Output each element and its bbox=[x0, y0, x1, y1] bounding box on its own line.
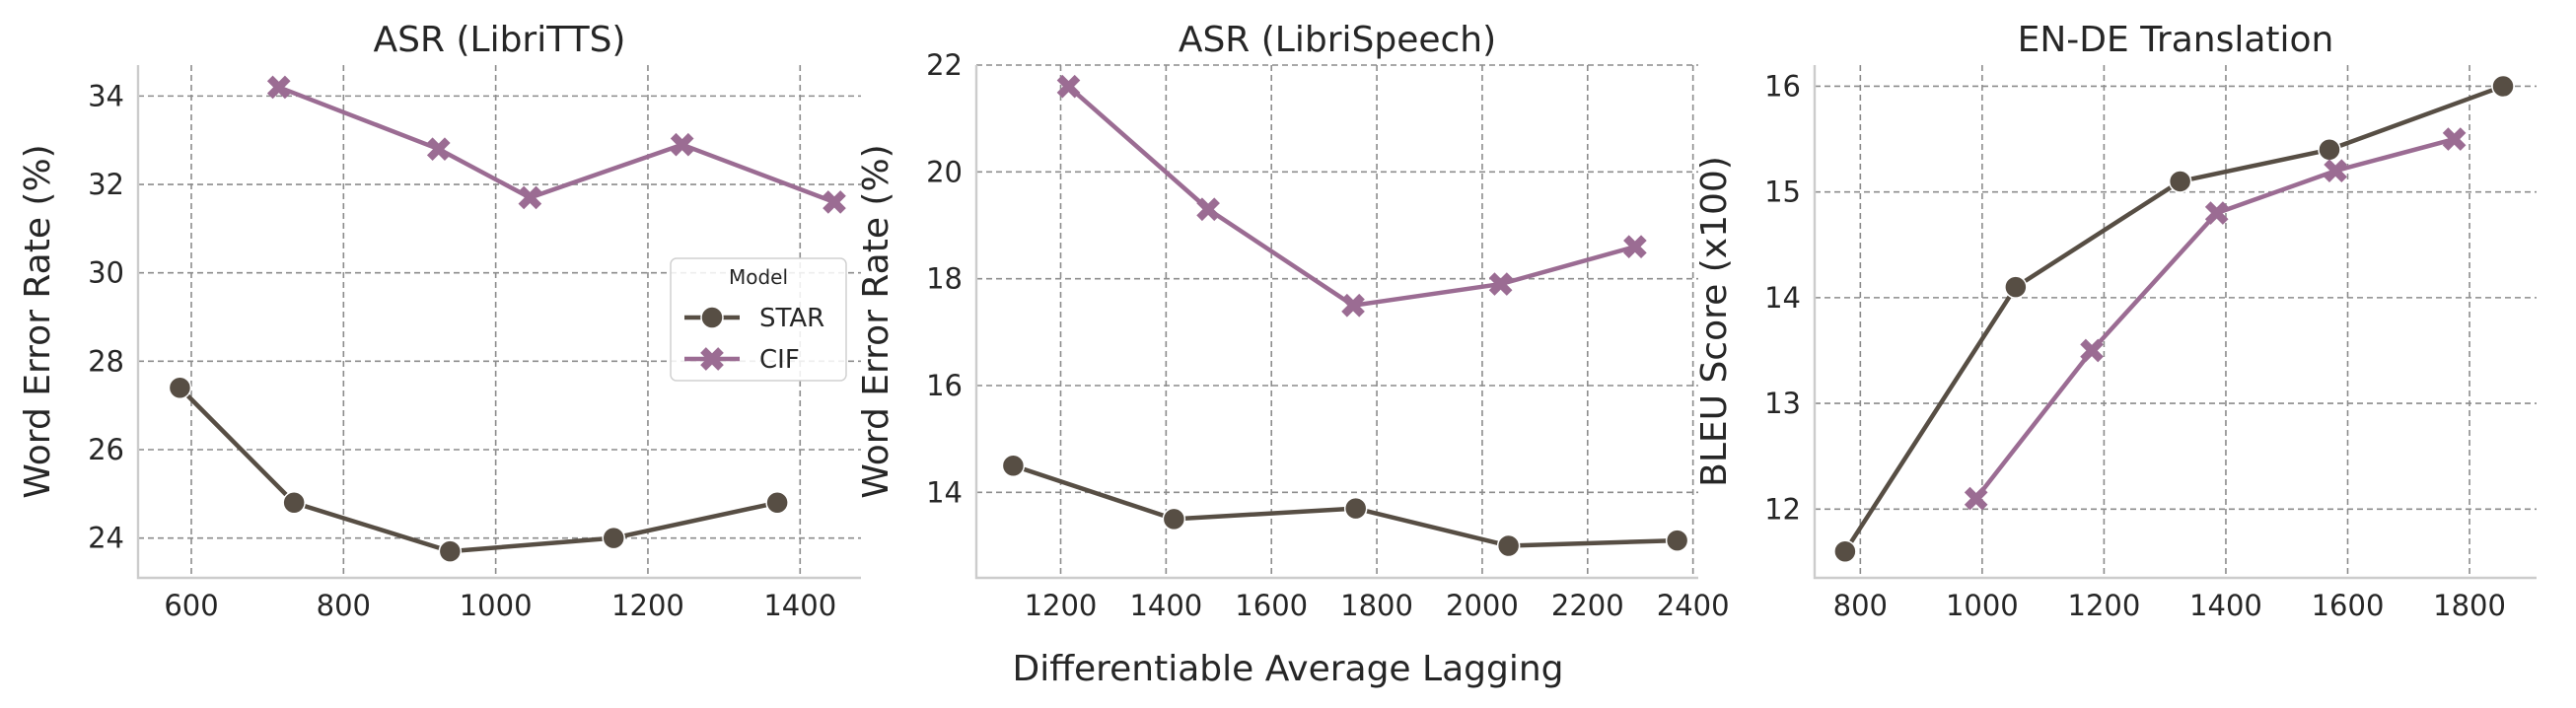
y-tick-label: 32 bbox=[88, 168, 124, 201]
data-point bbox=[1665, 529, 1689, 552]
y-tick-label: 18 bbox=[926, 262, 963, 296]
data-point bbox=[670, 132, 694, 157]
y-axis-label: Word Error Rate (%) bbox=[856, 144, 896, 498]
y-tick-label: 12 bbox=[1764, 492, 1801, 526]
x-tick-label: 1600 bbox=[2312, 589, 2385, 622]
chart-title: ASR (LibriTTS) bbox=[374, 20, 626, 60]
series-cif bbox=[266, 75, 846, 214]
axis-spine bbox=[974, 65, 1698, 580]
x-tick-label: 1800 bbox=[1340, 589, 1413, 622]
y-tick-label: 14 bbox=[1764, 281, 1801, 315]
legend: Model STAR CIF bbox=[670, 257, 847, 382]
data-point bbox=[1488, 272, 1513, 296]
data-point bbox=[1056, 74, 1081, 99]
chart-title: EN-DE Translation bbox=[2018, 20, 2334, 60]
data-point bbox=[765, 491, 789, 515]
data-point bbox=[2491, 74, 2515, 99]
y-tick-label: 22 bbox=[926, 48, 963, 82]
data-point bbox=[1341, 293, 1365, 318]
y-tick-label: 13 bbox=[1764, 387, 1801, 420]
data-point bbox=[1833, 539, 1857, 563]
y-tick-label: 28 bbox=[88, 344, 124, 378]
y-tick-label: 20 bbox=[926, 155, 963, 188]
y-tick-label: 34 bbox=[88, 79, 124, 112]
data-point bbox=[602, 526, 625, 550]
axis-spine bbox=[136, 65, 861, 580]
series-star bbox=[1001, 454, 1689, 558]
data-point bbox=[2080, 338, 2104, 363]
data-point bbox=[1623, 235, 1647, 258]
y-tick-label: 24 bbox=[88, 522, 124, 555]
series-star bbox=[168, 376, 789, 563]
x-tick-label: 600 bbox=[164, 589, 218, 622]
y-tick-label: 16 bbox=[926, 369, 963, 402]
x-tick-label: 2200 bbox=[1551, 589, 1624, 622]
x-tick-label: 1200 bbox=[2068, 589, 2141, 622]
y-axis-label: Word Error Rate (%) bbox=[18, 144, 58, 498]
data-point bbox=[1964, 486, 1988, 511]
data-point bbox=[282, 491, 306, 515]
series-line bbox=[1973, 136, 2456, 500]
data-point bbox=[1196, 197, 1220, 222]
y-tick-label: 30 bbox=[88, 256, 124, 290]
y-tick-label: 16 bbox=[1764, 69, 1801, 103]
series-line bbox=[178, 386, 778, 554]
x-tick-label: 800 bbox=[1833, 589, 1888, 622]
data-point bbox=[823, 190, 846, 214]
x-tick-label: 1400 bbox=[1129, 589, 1202, 622]
x-tick-label: 1000 bbox=[460, 589, 533, 622]
data-point bbox=[2318, 138, 2341, 162]
legend-label-star: STAR bbox=[759, 304, 824, 333]
chart-panel-3: 800 1000 1200 1400 1600 1800 12 13 14 15 16 EN-DE T… bbox=[1694, 20, 2537, 622]
chart-title: ASR (LibriSpeech) bbox=[1179, 20, 1496, 60]
legend-marker bbox=[700, 306, 724, 329]
x-tick-label: 2400 bbox=[1657, 589, 1730, 622]
data-point bbox=[518, 185, 542, 210]
x-tick-label: 2000 bbox=[1446, 589, 1519, 622]
data-point bbox=[1343, 496, 1368, 521]
chart-panels: 600 800 1000 1200 1400 24 26 28 30 32 34 ASR (Libri… bbox=[18, 20, 2537, 622]
legend-box bbox=[670, 257, 847, 382]
data-point bbox=[1162, 507, 1186, 531]
axis-spine bbox=[1813, 65, 2537, 580]
x-tick-label: 1400 bbox=[2189, 589, 2262, 622]
data-point bbox=[426, 137, 451, 162]
data-point bbox=[168, 376, 192, 399]
data-point bbox=[438, 539, 463, 563]
data-point bbox=[1001, 454, 1026, 477]
x-tick-label: 1600 bbox=[1235, 589, 1308, 622]
data-point bbox=[1496, 533, 1521, 558]
x-tick-label: 1800 bbox=[2433, 589, 2506, 622]
x-tick-label: 1200 bbox=[1025, 589, 1098, 622]
y-axis-label: BLEU Score (x100) bbox=[1694, 156, 1735, 487]
series-line bbox=[1067, 84, 1636, 308]
y-tick-label: 14 bbox=[926, 475, 963, 509]
series-line bbox=[1842, 84, 2504, 553]
legend-title: Model bbox=[729, 265, 788, 289]
y-tick-label: 15 bbox=[1764, 176, 1801, 209]
x-tick-label: 1200 bbox=[611, 589, 684, 622]
data-point bbox=[2324, 159, 2347, 183]
x-tick-label: 1400 bbox=[763, 589, 836, 622]
data-point bbox=[2168, 170, 2192, 193]
data-point bbox=[266, 75, 291, 100]
data-point bbox=[2442, 127, 2467, 151]
chart-panel-2: 1200 1400 1600 1800 2000 2200 2400 14 16 18 20 22 AS… bbox=[856, 20, 1730, 622]
figure-xlabel: Differentiable Average Lagging bbox=[1012, 649, 1563, 689]
legend-marker bbox=[700, 347, 724, 371]
x-tick-label: 800 bbox=[317, 589, 371, 622]
data-point bbox=[2204, 201, 2229, 225]
x-tick-label: 1000 bbox=[1946, 589, 2019, 622]
legend-label-cif: CIF bbox=[759, 345, 800, 375]
series-star bbox=[1833, 74, 2515, 563]
data-point bbox=[2004, 275, 2028, 299]
series-cif bbox=[1056, 74, 1647, 318]
y-tick-label: 26 bbox=[88, 433, 124, 466]
series-cif bbox=[1964, 127, 2467, 511]
chart-panel-1: 600 800 1000 1200 1400 24 26 28 30 32 34 ASR (Libri… bbox=[18, 20, 861, 622]
